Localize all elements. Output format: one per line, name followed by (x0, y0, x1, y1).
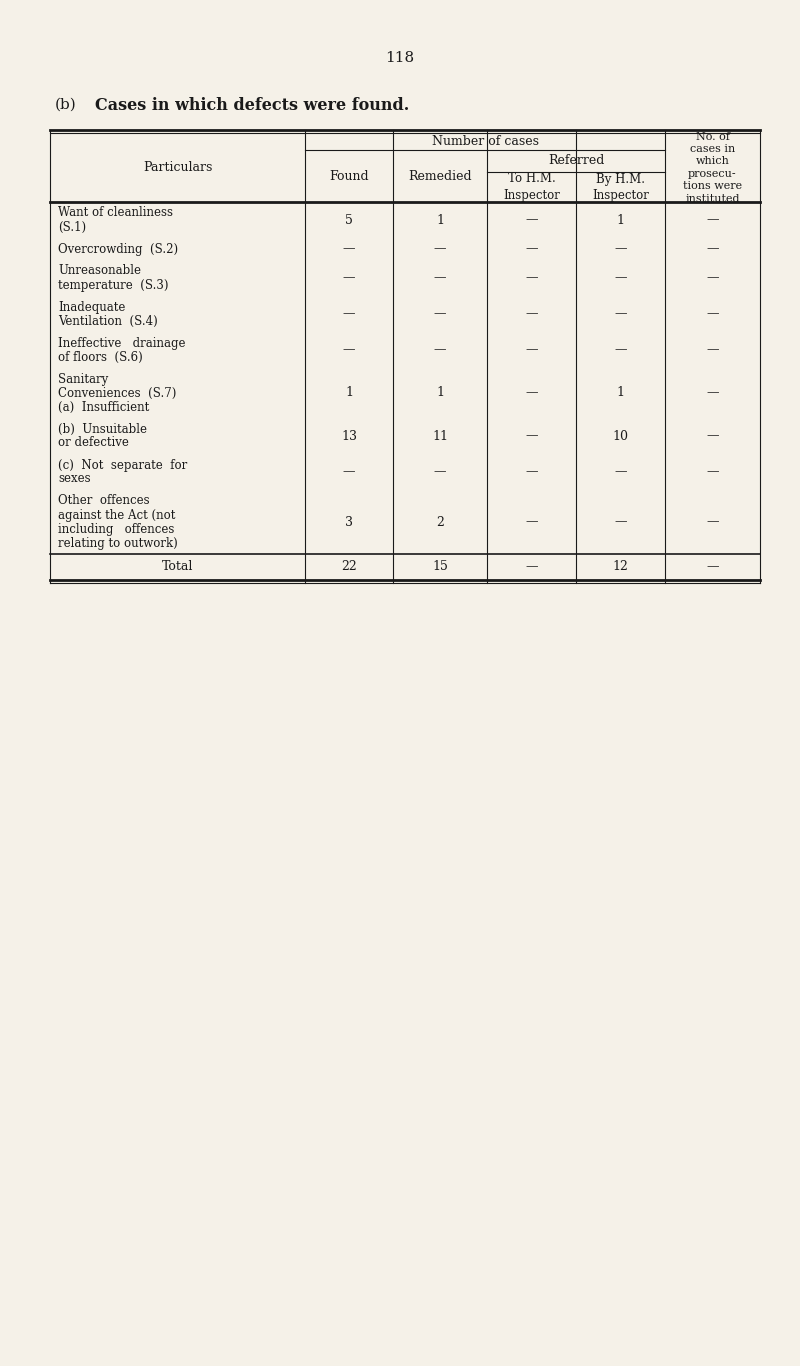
Text: (S.1): (S.1) (58, 220, 86, 234)
Text: temperature  (S.3): temperature (S.3) (58, 279, 169, 291)
Text: —: — (526, 387, 538, 399)
Text: relating to outwork): relating to outwork) (58, 537, 178, 549)
Text: or defective: or defective (58, 437, 129, 449)
Text: sexes: sexes (58, 473, 90, 485)
Text: —: — (434, 343, 446, 357)
Text: —: — (614, 515, 626, 529)
Text: —: — (526, 243, 538, 255)
Text: —: — (342, 272, 355, 284)
Text: 10: 10 (613, 429, 629, 443)
Text: 11: 11 (432, 429, 448, 443)
Text: —: — (706, 213, 718, 227)
Text: —: — (526, 515, 538, 529)
Text: —: — (706, 387, 718, 399)
Text: 15: 15 (432, 560, 448, 574)
Text: —: — (434, 272, 446, 284)
Text: —: — (614, 343, 626, 357)
Text: By H.M.
Inspector: By H.M. Inspector (592, 172, 649, 202)
Text: —: — (706, 307, 718, 321)
Text: —: — (614, 272, 626, 284)
Text: 1: 1 (617, 387, 625, 399)
Text: —: — (434, 243, 446, 255)
Text: Sanitary: Sanitary (58, 373, 108, 385)
Text: Found: Found (329, 169, 369, 183)
Text: 1: 1 (345, 387, 353, 399)
Text: —: — (526, 272, 538, 284)
Text: 22: 22 (341, 560, 357, 574)
Text: 1: 1 (436, 387, 444, 399)
Text: 1: 1 (617, 213, 625, 227)
Text: —: — (706, 343, 718, 357)
Text: No. of
cases in
which
prosecu-
tions were
instituted: No. of cases in which prosecu- tions wer… (683, 131, 742, 204)
Text: To H.M.
Inspector: To H.M. Inspector (503, 172, 560, 202)
Text: —: — (706, 560, 718, 574)
Text: of floors  (S.6): of floors (S.6) (58, 351, 142, 363)
Text: —: — (706, 466, 718, 478)
Text: —: — (526, 307, 538, 321)
Text: Cases in which defects were found.: Cases in which defects were found. (95, 97, 410, 113)
Text: 1: 1 (436, 213, 444, 227)
Text: 12: 12 (613, 560, 629, 574)
Text: Other  offences: Other offences (58, 494, 150, 508)
Text: (b)  Unsuitable: (b) Unsuitable (58, 422, 147, 436)
Text: —: — (342, 307, 355, 321)
Text: 118: 118 (386, 51, 414, 66)
Text: Ventilation  (S.4): Ventilation (S.4) (58, 314, 158, 328)
Text: —: — (706, 515, 718, 529)
Text: Remedied: Remedied (408, 169, 472, 183)
Text: —: — (526, 343, 538, 357)
Text: —: — (706, 429, 718, 443)
Text: —: — (434, 307, 446, 321)
Text: Ineffective   drainage: Ineffective drainage (58, 336, 186, 350)
Text: (a)  Insufficient: (a) Insufficient (58, 400, 150, 414)
Text: 5: 5 (345, 213, 353, 227)
Text: —: — (342, 466, 355, 478)
Text: —: — (526, 560, 538, 574)
Text: —: — (614, 307, 626, 321)
Text: —: — (526, 466, 538, 478)
Text: Overcrowding  (S.2): Overcrowding (S.2) (58, 243, 178, 255)
Text: —: — (342, 243, 355, 255)
Text: —: — (706, 243, 718, 255)
Text: —: — (614, 466, 626, 478)
Text: including   offences: including offences (58, 523, 174, 535)
Text: —: — (614, 243, 626, 255)
Text: 13: 13 (341, 429, 357, 443)
Text: Referred: Referred (548, 154, 604, 168)
Text: —: — (526, 213, 538, 227)
Text: Particulars: Particulars (143, 161, 212, 173)
Text: —: — (706, 272, 718, 284)
Text: (c)  Not  separate  for: (c) Not separate for (58, 459, 187, 471)
Text: —: — (526, 429, 538, 443)
Text: Inadequate: Inadequate (58, 301, 126, 314)
Text: —: — (342, 343, 355, 357)
Text: 2: 2 (436, 515, 444, 529)
Text: —: — (434, 466, 446, 478)
Text: Number of cases: Number of cases (431, 135, 538, 148)
Text: 3: 3 (345, 515, 353, 529)
Text: Conveniences  (S.7): Conveniences (S.7) (58, 387, 176, 399)
Text: Unreasonable: Unreasonable (58, 265, 141, 277)
Text: against the Act (not: against the Act (not (58, 508, 175, 522)
Text: Want of cleanliness: Want of cleanliness (58, 206, 173, 220)
Text: (b): (b) (55, 98, 77, 112)
Text: Total: Total (162, 560, 193, 574)
